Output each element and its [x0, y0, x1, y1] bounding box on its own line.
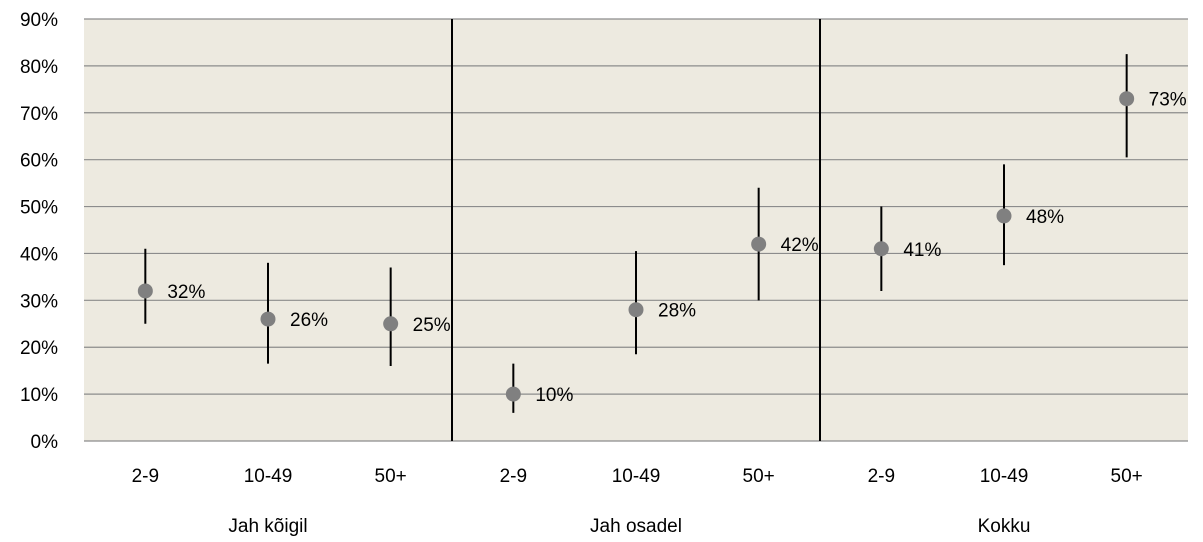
- data-point: [751, 236, 767, 252]
- data-label: 48%: [1026, 207, 1064, 228]
- data-point: [137, 283, 153, 299]
- x-category-label: 10-49: [980, 466, 1029, 487]
- y-tick-label: 20%: [20, 338, 58, 359]
- data-label: 10%: [535, 385, 573, 406]
- y-tick-label: 80%: [20, 57, 58, 78]
- data-label: 28%: [658, 301, 696, 322]
- data-label: 32%: [167, 282, 205, 303]
- data-point: [873, 241, 889, 257]
- x-category-label: 50+: [1111, 466, 1143, 487]
- x-group-label: Kokku: [978, 516, 1031, 537]
- data-label: 26%: [290, 310, 328, 331]
- x-category-label: 2-9: [868, 466, 895, 487]
- x-category-label: 50+: [375, 466, 407, 487]
- y-tick-label: 50%: [20, 198, 58, 219]
- data-label: 41%: [903, 240, 941, 261]
- data-point: [383, 316, 399, 332]
- y-tick-label: 0%: [31, 432, 59, 453]
- x-category-label: 2-9: [132, 466, 159, 487]
- data-label: 42%: [781, 235, 819, 256]
- x-category-label: 50+: [743, 466, 775, 487]
- y-tick-label: 40%: [20, 244, 58, 265]
- data-label: 25%: [413, 315, 451, 336]
- data-point: [996, 208, 1012, 224]
- data-point: [628, 302, 644, 318]
- x-group-label: Jah osadel: [590, 516, 682, 537]
- data-point: [505, 386, 521, 402]
- y-tick-label: 10%: [20, 385, 58, 406]
- y-tick-label: 60%: [20, 151, 58, 172]
- x-category-label: 2-9: [500, 466, 527, 487]
- x-group-label: Jah kõigil: [228, 516, 307, 537]
- data-point: [260, 311, 276, 327]
- y-tick-label: 90%: [20, 10, 58, 31]
- x-category-label: 10-49: [612, 466, 661, 487]
- x-category-label: 10-49: [244, 466, 293, 487]
- data-point: [1119, 91, 1135, 107]
- y-tick-label: 70%: [20, 104, 58, 125]
- data-label: 73%: [1149, 90, 1187, 111]
- plot-area: [84, 19, 1188, 441]
- y-tick-label: 30%: [20, 291, 58, 312]
